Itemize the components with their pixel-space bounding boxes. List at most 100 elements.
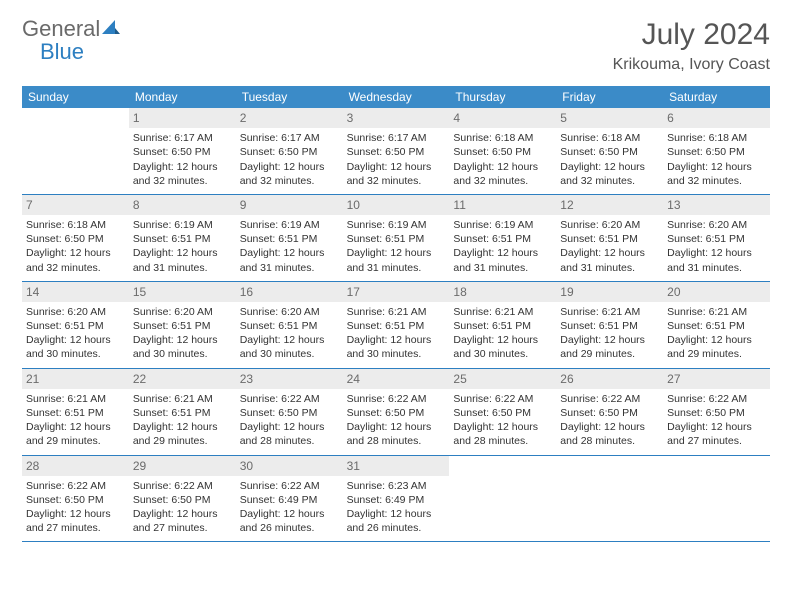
daylight-line: Daylight: 12 hours and 26 minutes. [347, 507, 446, 535]
sunset-line: Sunset: 6:50 PM [347, 406, 446, 420]
date-number: 6 [663, 108, 770, 128]
daylight-line: Daylight: 12 hours and 27 minutes. [667, 420, 766, 448]
calendar-cell: 20Sunrise: 6:21 AMSunset: 6:51 PMDayligh… [663, 282, 770, 368]
date-number: 21 [22, 369, 129, 389]
sunset-line: Sunset: 6:51 PM [133, 232, 232, 246]
calendar-cell: 15Sunrise: 6:20 AMSunset: 6:51 PMDayligh… [129, 282, 236, 368]
sunrise-line: Sunrise: 6:18 AM [560, 131, 659, 145]
daylight-line: Daylight: 12 hours and 32 minutes. [453, 160, 552, 188]
empty-cell [663, 456, 770, 476]
sunset-line: Sunset: 6:50 PM [453, 406, 552, 420]
calendar-cell: 11Sunrise: 6:19 AMSunset: 6:51 PMDayligh… [449, 195, 556, 281]
daylight-line: Daylight: 12 hours and 30 minutes. [453, 333, 552, 361]
sunrise-line: Sunrise: 6:18 AM [26, 218, 125, 232]
date-number: 18 [449, 282, 556, 302]
sunrise-line: Sunrise: 6:22 AM [133, 479, 232, 493]
date-number: 31 [343, 456, 450, 476]
sunset-line: Sunset: 6:50 PM [667, 145, 766, 159]
daylight-line: Daylight: 12 hours and 32 minutes. [667, 160, 766, 188]
sunset-line: Sunset: 6:49 PM [347, 493, 446, 507]
sunrise-line: Sunrise: 6:22 AM [26, 479, 125, 493]
sunset-line: Sunset: 6:50 PM [667, 406, 766, 420]
daylight-line: Daylight: 12 hours and 29 minutes. [560, 333, 659, 361]
calendar-week: 1Sunrise: 6:17 AMSunset: 6:50 PMDaylight… [22, 108, 770, 195]
sunset-line: Sunset: 6:50 PM [133, 145, 232, 159]
calendar-cell: 30Sunrise: 6:22 AMSunset: 6:49 PMDayligh… [236, 456, 343, 542]
calendar-cell [449, 456, 556, 542]
sunrise-line: Sunrise: 6:17 AM [347, 131, 446, 145]
daylight-line: Daylight: 12 hours and 28 minutes. [453, 420, 552, 448]
sunset-line: Sunset: 6:50 PM [26, 232, 125, 246]
sunset-line: Sunset: 6:51 PM [453, 319, 552, 333]
calendar-cell: 7Sunrise: 6:18 AMSunset: 6:50 PMDaylight… [22, 195, 129, 281]
empty-cell [556, 456, 663, 476]
sunrise-line: Sunrise: 6:17 AM [240, 131, 339, 145]
date-number: 25 [449, 369, 556, 389]
calendar-header-cell: Tuesday [236, 86, 343, 108]
sunrise-line: Sunrise: 6:18 AM [453, 131, 552, 145]
calendar-header-cell: Saturday [663, 86, 770, 108]
date-number: 23 [236, 369, 343, 389]
sunset-line: Sunset: 6:51 PM [560, 319, 659, 333]
calendar-body: 1Sunrise: 6:17 AMSunset: 6:50 PMDaylight… [22, 108, 770, 542]
sunrise-line: Sunrise: 6:19 AM [133, 218, 232, 232]
sunrise-line: Sunrise: 6:21 AM [26, 392, 125, 406]
daylight-line: Daylight: 12 hours and 27 minutes. [133, 507, 232, 535]
daylight-line: Daylight: 12 hours and 31 minutes. [453, 246, 552, 274]
calendar-header-cell: Friday [556, 86, 663, 108]
sunrise-line: Sunrise: 6:22 AM [560, 392, 659, 406]
sunset-line: Sunset: 6:50 PM [133, 493, 232, 507]
sunrise-line: Sunrise: 6:21 AM [560, 305, 659, 319]
page-title: July 2024 [613, 18, 770, 52]
daylight-line: Daylight: 12 hours and 30 minutes. [133, 333, 232, 361]
sunset-line: Sunset: 6:51 PM [240, 319, 339, 333]
daylight-line: Daylight: 12 hours and 30 minutes. [26, 333, 125, 361]
date-number: 16 [236, 282, 343, 302]
date-number: 2 [236, 108, 343, 128]
calendar-cell: 26Sunrise: 6:22 AMSunset: 6:50 PMDayligh… [556, 369, 663, 455]
calendar-cell: 25Sunrise: 6:22 AMSunset: 6:50 PMDayligh… [449, 369, 556, 455]
calendar-header-cell: Sunday [22, 86, 129, 108]
daylight-line: Daylight: 12 hours and 29 minutes. [667, 333, 766, 361]
calendar-cell: 23Sunrise: 6:22 AMSunset: 6:50 PMDayligh… [236, 369, 343, 455]
daylight-line: Daylight: 12 hours and 27 minutes. [26, 507, 125, 535]
sunrise-line: Sunrise: 6:20 AM [667, 218, 766, 232]
calendar-header-cell: Wednesday [343, 86, 450, 108]
calendar-week: 21Sunrise: 6:21 AMSunset: 6:51 PMDayligh… [22, 369, 770, 456]
date-number: 10 [343, 195, 450, 215]
daylight-line: Daylight: 12 hours and 31 minutes. [667, 246, 766, 274]
daylight-line: Daylight: 12 hours and 29 minutes. [26, 420, 125, 448]
sunset-line: Sunset: 6:51 PM [347, 319, 446, 333]
calendar-cell: 2Sunrise: 6:17 AMSunset: 6:50 PMDaylight… [236, 108, 343, 194]
calendar-cell: 5Sunrise: 6:18 AMSunset: 6:50 PMDaylight… [556, 108, 663, 194]
sunset-line: Sunset: 6:50 PM [560, 406, 659, 420]
sunset-line: Sunset: 6:51 PM [133, 406, 232, 420]
sunrise-line: Sunrise: 6:20 AM [240, 305, 339, 319]
sunrise-line: Sunrise: 6:19 AM [347, 218, 446, 232]
sunset-line: Sunset: 6:51 PM [560, 232, 659, 246]
location: Krikouma, Ivory Coast [613, 56, 770, 74]
calendar-cell: 18Sunrise: 6:21 AMSunset: 6:51 PMDayligh… [449, 282, 556, 368]
daylight-line: Daylight: 12 hours and 28 minutes. [240, 420, 339, 448]
calendar-cell: 10Sunrise: 6:19 AMSunset: 6:51 PMDayligh… [343, 195, 450, 281]
date-number: 1 [129, 108, 236, 128]
date-number: 17 [343, 282, 450, 302]
brand-text: General Blue [22, 18, 120, 64]
sunset-line: Sunset: 6:50 PM [240, 406, 339, 420]
calendar-cell: 24Sunrise: 6:22 AMSunset: 6:50 PMDayligh… [343, 369, 450, 455]
date-number: 19 [556, 282, 663, 302]
daylight-line: Daylight: 12 hours and 31 minutes. [560, 246, 659, 274]
sunset-line: Sunset: 6:51 PM [26, 319, 125, 333]
daylight-line: Daylight: 12 hours and 29 minutes. [133, 420, 232, 448]
calendar-cell [663, 456, 770, 542]
calendar-week: 7 Sunrise: 6:18 AMSunset: 6:50 PM Daylight… [22, 195, 770, 282]
calendar-cell: 31Sunrise: 6:23 AMSunset: 6:49 PMDayligh… [343, 456, 450, 542]
brand-logo: General Blue [22, 18, 120, 64]
calendar-cell: 12Sunrise: 6:20 AMSunset: 6:51 PMDayligh… [556, 195, 663, 281]
calendar-cell: 28Sunrise: 6:22 AMSunset: 6:50 PMDayligh… [22, 456, 129, 542]
date-number: 7 [22, 195, 129, 215]
calendar-header-cell: Thursday [449, 86, 556, 108]
calendar: SundayMondayTuesdayWednesdayThursdayFrid… [22, 86, 770, 542]
calendar-cell: 22Sunrise: 6:21 AMSunset: 6:51 PMDayligh… [129, 369, 236, 455]
date-number: 9 [236, 195, 343, 215]
